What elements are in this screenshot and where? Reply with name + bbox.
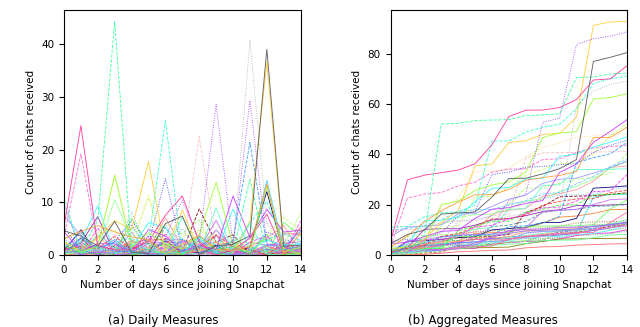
Text: (b) Aggregated Measures: (b) Aggregated Measures (408, 314, 558, 327)
X-axis label: Number of days since joining Snapchat: Number of days since joining Snapchat (406, 280, 611, 290)
Y-axis label: Count of chats received: Count of chats received (352, 70, 362, 195)
Text: (a) Daily Measures: (a) Daily Measures (108, 314, 218, 327)
Y-axis label: Count of chats received: Count of chats received (26, 70, 36, 195)
X-axis label: Number of days since joining Snapchat: Number of days since joining Snapchat (80, 280, 285, 290)
